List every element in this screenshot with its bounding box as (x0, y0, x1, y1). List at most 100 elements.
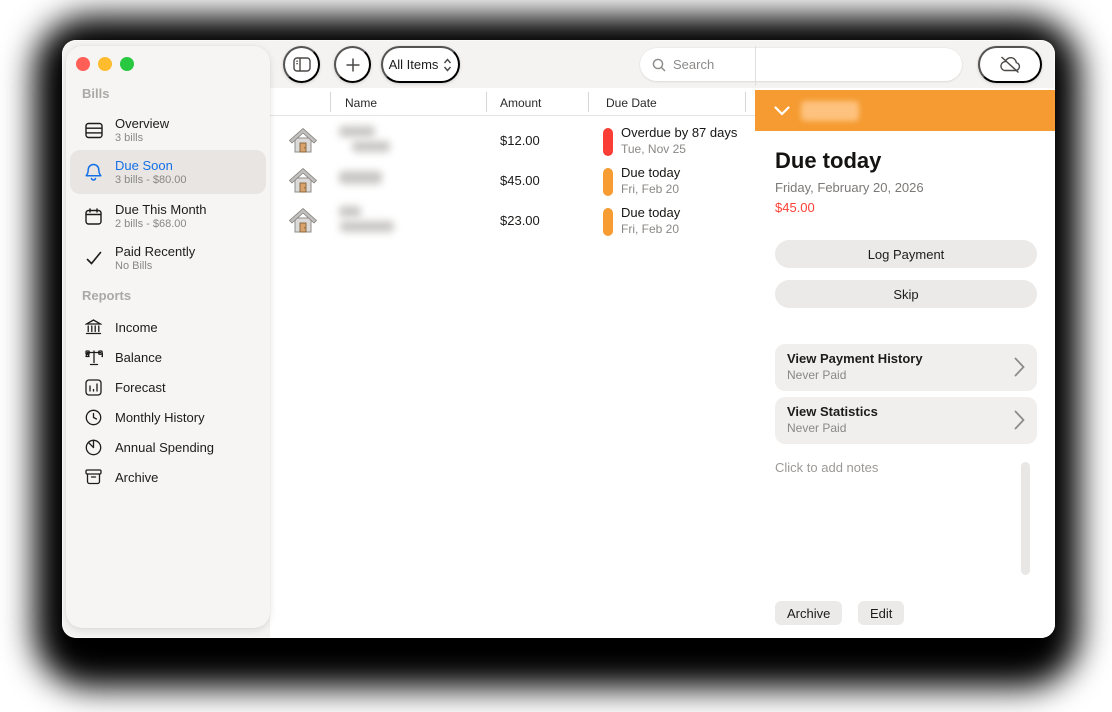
scale-icon (84, 349, 103, 366)
sidebar-item-label: Forecast (115, 379, 166, 395)
redacted-bill-title (801, 100, 859, 121)
archive-box-icon (84, 469, 103, 485)
detail-amount: $45.00 (775, 200, 815, 215)
redacted-bill-name (352, 141, 390, 152)
bill-detail-panel: Due today Friday, February 20, 2026 $45.… (755, 88, 1055, 638)
sidebar-item-label: Balance (115, 349, 162, 365)
view-payment-history-card[interactable]: View Payment History Never Paid (775, 344, 1037, 391)
status-indicator-pill (603, 168, 613, 196)
sidebar-item-label: Paid Recently (115, 244, 196, 259)
card-title: View Statistics (787, 404, 878, 419)
bills-app-window: All Items Search (62, 40, 1055, 638)
due-date-cell: Due today Fri, Feb 20 (621, 205, 680, 236)
sidebar-item-forecast[interactable]: Forecast (70, 372, 266, 402)
bank-icon (84, 318, 103, 336)
sidebar-item-subtitle: 2 bills - $68.00 (115, 218, 187, 230)
bar-chart-icon (84, 378, 103, 396)
sidebar: Bills Overview 3 bills (66, 46, 270, 628)
status-indicator-pill (603, 128, 613, 156)
redacted-bill-name (340, 221, 394, 232)
sidebar-item-due-this-month[interactable]: Due This Month 2 bills - $68.00 (70, 194, 266, 238)
sidebar-item-label: Income (115, 319, 158, 335)
archive-button[interactable]: Archive (775, 601, 843, 625)
due-date-cell: Due today Fri, Feb 20 (621, 165, 680, 196)
plus-icon (345, 57, 361, 73)
search-input[interactable]: Search (640, 48, 962, 81)
sidebar-item-balance[interactable]: Balance (70, 342, 266, 372)
sidebar-item-label: Annual Spending (115, 439, 215, 455)
due-date-cell: Overdue by 87 days Tue, Nov 25 (621, 125, 737, 156)
bill-amount: $12.00 (500, 133, 540, 148)
sidebar-item-archive[interactable]: Archive (70, 462, 266, 492)
column-separator (588, 92, 589, 112)
sidebar-item-overview[interactable]: Overview 3 bills (70, 108, 266, 152)
checkmark-icon (84, 251, 103, 265)
bell-icon (84, 163, 103, 181)
list-header-rule (270, 115, 755, 116)
sidebar-item-income[interactable]: Income (70, 312, 266, 342)
bill-row[interactable]: $23.00 Due today Fri, Feb 20 (270, 202, 755, 242)
bill-amount: $23.00 (500, 213, 540, 228)
bill-amount: $45.00 (500, 173, 540, 188)
add-bill-button[interactable] (334, 46, 371, 83)
due-date-text: Fri, Feb 20 (621, 182, 680, 196)
sidebar-item-due-soon[interactable]: Due Soon 3 bills - $80.00 (70, 150, 266, 194)
calendar-icon (84, 207, 103, 225)
sidebar-item-annual-spending[interactable]: Annual Spending (70, 432, 266, 462)
close-window-button[interactable] (76, 57, 90, 71)
minimize-window-button[interactable] (98, 57, 112, 71)
card-subtitle: Never Paid (787, 368, 847, 382)
skip-button[interactable]: Skip (775, 280, 1037, 308)
view-statistics-card[interactable]: View Statistics Never Paid (775, 397, 1037, 444)
column-header-due-date[interactable]: Due Date (606, 96, 657, 110)
filter-dropdown-label: All Items (388, 57, 439, 72)
house-icon (288, 167, 318, 196)
sidebar-item-subtitle: 3 bills - $80.00 (115, 174, 187, 186)
chevron-right-icon (1014, 410, 1025, 430)
notes-field[interactable]: Click to add notes (775, 460, 879, 475)
house-icon (288, 207, 318, 236)
edit-button[interactable]: Edit (858, 601, 905, 625)
redacted-bill-name (339, 126, 375, 137)
redacted-bill-name (339, 171, 382, 184)
icloud-sync-button[interactable] (978, 46, 1042, 83)
overview-list-icon (84, 122, 103, 139)
zoom-window-button[interactable] (120, 57, 134, 71)
sidebar-item-subtitle: 3 bills (115, 132, 144, 144)
bill-row[interactable]: $45.00 Due today Fri, Feb 20 (270, 162, 755, 202)
sidebar-item-monthly-history[interactable]: Monthly History (70, 402, 266, 432)
toggle-sidebar-button[interactable] (283, 46, 320, 83)
chevron-down-icon (774, 105, 790, 116)
redacted-bill-name (339, 206, 361, 217)
clock-icon (84, 409, 103, 426)
sidebar-item-paid-recently[interactable]: Paid Recently No Bills (70, 236, 266, 280)
sidebar-item-label: Monthly History (115, 409, 205, 425)
column-header-amount[interactable]: Amount (500, 96, 542, 110)
sidebar-item-label: Due Soon (115, 158, 173, 173)
search-placeholder: Search (673, 57, 715, 72)
due-date-text: Fri, Feb 20 (621, 222, 680, 236)
toolbar-panel-divider (755, 46, 756, 86)
notes-scrollbar[interactable] (1021, 462, 1030, 575)
bill-row[interactable]: $12.00 Overdue by 87 days Tue, Nov 25 (270, 122, 755, 162)
detail-header-bar[interactable] (755, 90, 1055, 131)
column-separator (745, 92, 746, 112)
pie-chart-icon (84, 439, 103, 456)
card-subtitle: Never Paid (787, 421, 847, 435)
log-payment-button[interactable]: Log Payment (775, 240, 1037, 268)
cloud-slash-icon (997, 55, 1023, 74)
status-indicator-pill (603, 208, 613, 236)
detail-status-title: Due today (775, 148, 882, 173)
filter-dropdown[interactable]: All Items (381, 46, 460, 83)
column-header-name[interactable]: Name (345, 96, 378, 110)
due-status-text: Due today (621, 165, 681, 180)
house-icon (288, 127, 318, 156)
sidebar-item-label: Due This Month (115, 202, 207, 217)
column-separator (330, 92, 331, 112)
chevron-up-down-icon (443, 57, 452, 72)
due-date-text: Tue, Nov 25 (621, 142, 686, 156)
sidebar-section-bills: Bills (82, 86, 110, 101)
detail-due-date: Friday, February 20, 2026 (775, 180, 924, 195)
sidebar-item-label: Archive (115, 469, 159, 485)
